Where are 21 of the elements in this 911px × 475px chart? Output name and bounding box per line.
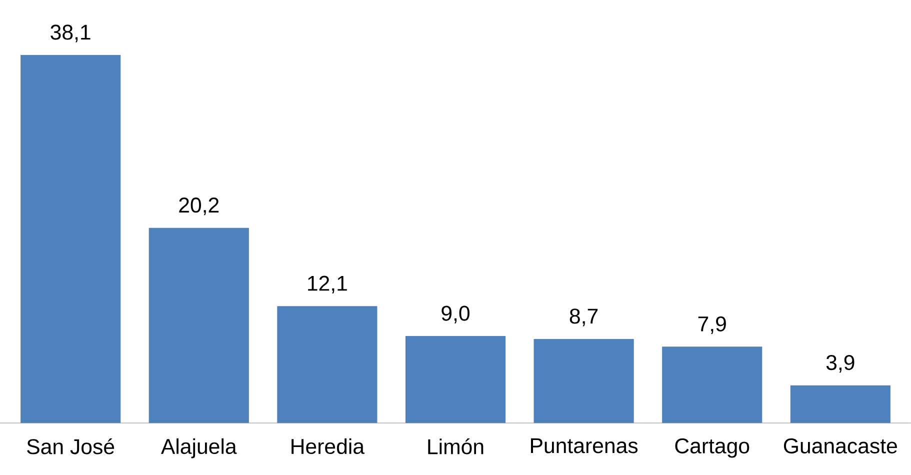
x-tick-label: San José	[27, 438, 114, 454]
bar	[662, 346, 762, 423]
x-tick-label: Limón	[428, 438, 484, 454]
data-label: 8,7	[570, 308, 598, 326]
bar	[534, 338, 634, 423]
x-tick-label: Guanacaste	[784, 438, 897, 454]
data-label: 12,1	[308, 276, 347, 294]
x-tick-label: Cartago	[675, 438, 750, 458]
data-label: 20,2	[179, 198, 219, 216]
x-tick-label: Heredia	[292, 438, 365, 454]
data-label: 38,1	[50, 24, 90, 42]
x-tick-label: Puntarenas	[531, 438, 638, 454]
data-label: 7,9	[698, 316, 726, 334]
bar	[405, 336, 506, 423]
data-label: 9,0	[442, 306, 470, 324]
bar	[148, 228, 249, 423]
bar	[277, 306, 378, 423]
x-tick-label: Alajuela	[160, 438, 237, 458]
bar	[790, 385, 890, 423]
bar	[20, 54, 121, 423]
data-label: 3,9	[826, 354, 854, 373]
